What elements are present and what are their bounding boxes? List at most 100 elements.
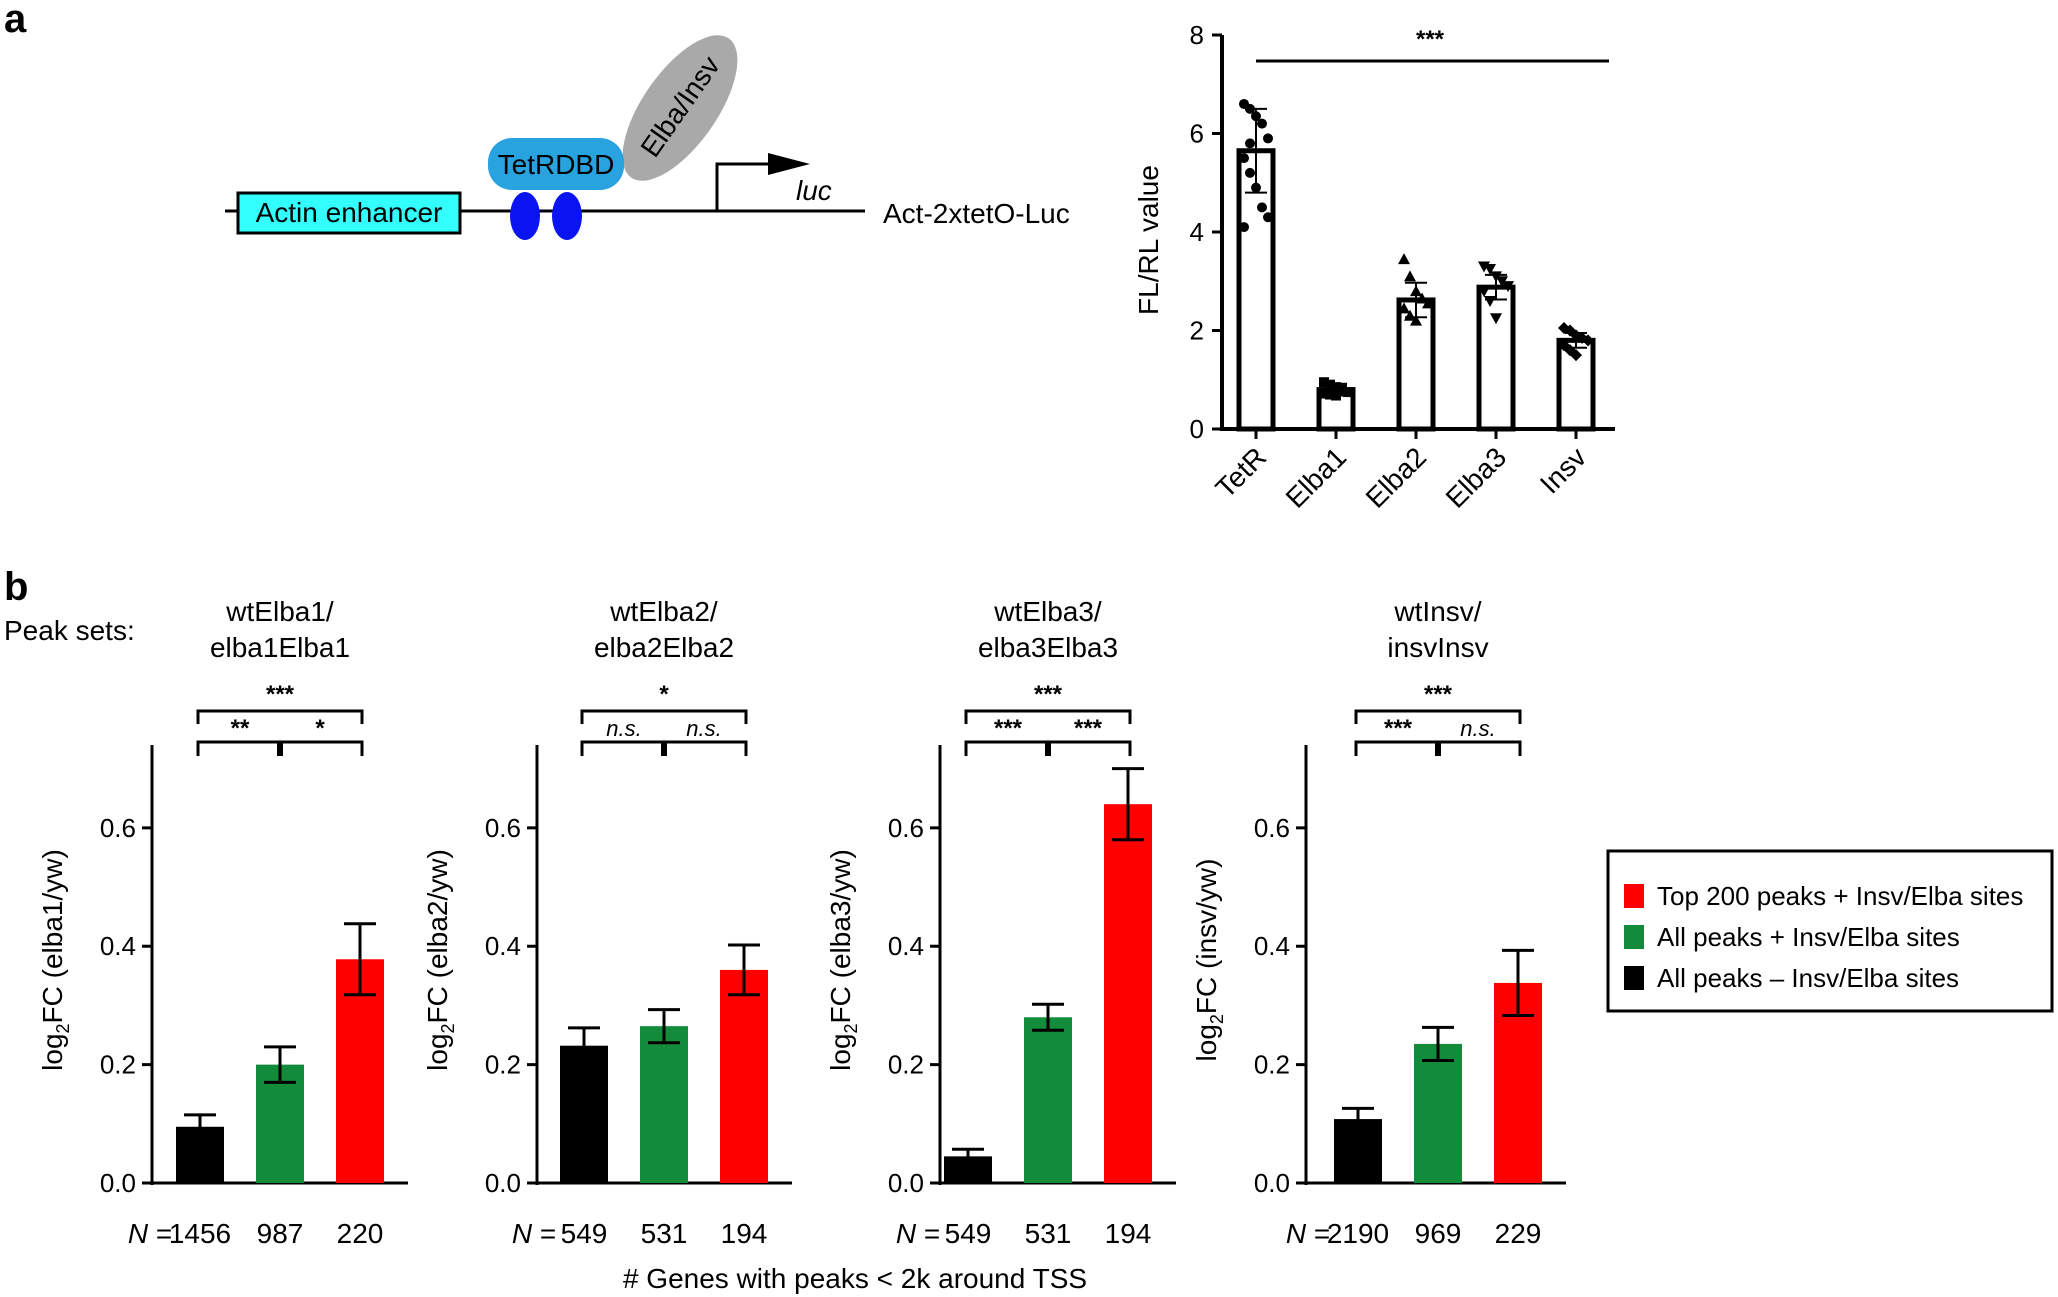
y-tick-label: 2 [1190, 316, 1204, 346]
sig-right: n.s. [1460, 716, 1495, 741]
bar-elba3 [1476, 284, 1516, 432]
data-point [1582, 334, 1594, 347]
bracket-mid [661, 742, 667, 756]
panel-b-letter: b [4, 565, 28, 609]
n-value: 549 [561, 1218, 608, 1249]
data-point [1319, 388, 1329, 399]
y-axis-title: log2FC (elba2/yw) [422, 849, 458, 1071]
dbd-box [488, 138, 624, 190]
data-point [1331, 390, 1341, 401]
n-prefix: N = [512, 1218, 556, 1249]
y-tick-label: 8 [1190, 20, 1204, 50]
sig-right: *** [1074, 715, 1103, 742]
data-point [1343, 387, 1353, 398]
bar-top200 [336, 959, 384, 1183]
chart-title-line-1: wtElba2/ [609, 596, 718, 627]
chart-title-line-2: insvInsv [1387, 632, 1488, 663]
chart-elba2: 0.0 0.2 0.4 0.6 log2FC (elba2/yw) 549 531 194 N … [422, 596, 792, 1249]
sig-top: *** [266, 681, 295, 708]
y-tick-label: 0.2 [888, 1050, 924, 1080]
chart-insv: 0.0 0.2 0.4 0.6 log2FC (insv/yw) 2190 969 229 N … [1191, 596, 1566, 1249]
operator-2 [552, 192, 582, 240]
promoter-arrow [715, 162, 770, 211]
data-point [1331, 382, 1341, 393]
y-tick-label: 0.2 [1254, 1050, 1290, 1080]
data-point [1337, 384, 1347, 395]
n-value: 531 [1025, 1218, 1072, 1249]
sig-left: ** [231, 715, 250, 742]
data-point [1484, 263, 1496, 275]
bracket-mid [1045, 742, 1051, 756]
y-tick-label: 0.4 [888, 931, 924, 961]
n-value: 549 [945, 1218, 992, 1249]
data-point [1416, 292, 1428, 304]
y-tick-label: 0.0 [485, 1168, 521, 1198]
data-point [1490, 271, 1502, 283]
data-point [1251, 111, 1261, 122]
x-tick-label-insv: Insv [1534, 441, 1592, 499]
operator-1 [510, 192, 540, 240]
data-point [1263, 212, 1273, 223]
data-point [1245, 103, 1255, 114]
n-value: 229 [1495, 1218, 1542, 1249]
chart-elba3: 0.0 0.2 0.4 0.6 log2FC (elba3/yw) 549 531 194 N … [825, 596, 1176, 1249]
sig-right: * [315, 715, 325, 742]
data-point [1570, 349, 1582, 362]
sig-top: *** [1424, 681, 1453, 708]
data-point [1263, 133, 1273, 144]
data-point [1404, 270, 1416, 282]
sig-left: *** [1384, 715, 1413, 742]
y-tick-label: 0.0 [888, 1168, 924, 1198]
data-point [1398, 253, 1410, 265]
bracket-mid [1435, 742, 1441, 756]
peak-sets-label: Peak sets: [4, 615, 135, 646]
chart-title-line-2: elba1Elba1 [210, 632, 350, 663]
data-point [1319, 377, 1329, 388]
y-tick-label: 0.6 [1254, 813, 1290, 843]
y-tick-label: 0.4 [1254, 931, 1290, 961]
bar-top200 [720, 969, 768, 1183]
y-axis-title: log2FC (insv/yw) [1191, 859, 1227, 1062]
data-point [1257, 202, 1267, 213]
data-point [1257, 118, 1267, 129]
data-point [1245, 167, 1255, 178]
data-point [1245, 138, 1255, 149]
data-point [1325, 379, 1335, 390]
chart-title-line-2: elba2Elba2 [594, 632, 734, 663]
construct-label: Act-2xtetO-Luc [883, 198, 1070, 229]
data-point [1404, 309, 1416, 321]
n-prefix: N = [1286, 1218, 1330, 1249]
x-tick-label-tetr: TetR [1210, 441, 1273, 504]
data-point [1478, 286, 1490, 298]
fusion-ellipse [622, 35, 738, 181]
legend-label-all-minus: All peaks – Insv/Elba sites [1657, 963, 1959, 993]
chart-title-line-1: wtElba1/ [225, 596, 334, 627]
bracket-top [1354, 709, 1522, 724]
y-tick-label: 4 [1190, 217, 1204, 247]
dbd-label: TetRDBD [498, 149, 615, 180]
y-tick-label: 0.2 [485, 1050, 521, 1080]
bar-top200 [1104, 804, 1152, 1183]
x-tick-label-elba3: Elba3 [1440, 441, 1513, 514]
chart-title-line-1: wtInsv/ [1393, 596, 1481, 627]
bar-plus [1024, 1017, 1072, 1183]
legend: Top 200 peaks + Insv/Elba sites All peak… [1606, 849, 2054, 1013]
gene-label: luc [796, 175, 832, 206]
bracket-top [964, 709, 1132, 724]
x-axis-title: # Genes with peaks < 2k around TSS [623, 1263, 1087, 1294]
data-point [1398, 302, 1410, 314]
y-tick-label: 0.4 [100, 931, 136, 961]
reporter-chart: 0 2 4 6 8 FL/RL value TetR Elba1 Elba2 Elba3 Insv *… [1133, 20, 1615, 514]
y-tick-label: 0.6 [100, 813, 136, 843]
data-point [1410, 314, 1422, 326]
x-tick-label-elba1: Elba1 [1280, 441, 1353, 514]
n-prefix: N = [896, 1218, 940, 1249]
legend-swatch-all-minus [1624, 966, 1644, 990]
legend-label-all-plus: All peaks + Insv/Elba sites [1657, 922, 1960, 952]
legend-swatch-top200 [1624, 884, 1644, 908]
data-point [1251, 182, 1261, 193]
y-tick-label: 0.0 [1254, 1168, 1290, 1198]
bar-plus [1414, 1043, 1462, 1183]
n-value: 194 [721, 1218, 768, 1249]
